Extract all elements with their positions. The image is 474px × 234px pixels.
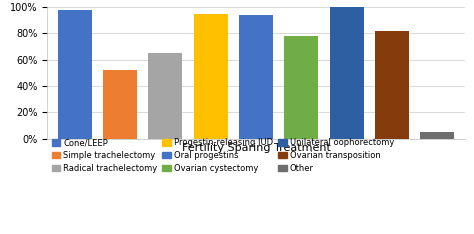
- X-axis label: Fertility Sparing Treatment: Fertility Sparing Treatment: [182, 143, 330, 153]
- Legend: Cone/LEEP, Simple trachelectomy, Radical trachelectomy, Progestin-releasing IUD,: Cone/LEEP, Simple trachelectomy, Radical…: [52, 138, 394, 173]
- Bar: [375, 31, 409, 139]
- Bar: [329, 7, 364, 139]
- Bar: [420, 132, 454, 139]
- Bar: [58, 10, 91, 139]
- Bar: [103, 70, 137, 139]
- Bar: [148, 53, 182, 139]
- Bar: [284, 36, 319, 139]
- Bar: [239, 15, 273, 139]
- Bar: [193, 14, 228, 139]
